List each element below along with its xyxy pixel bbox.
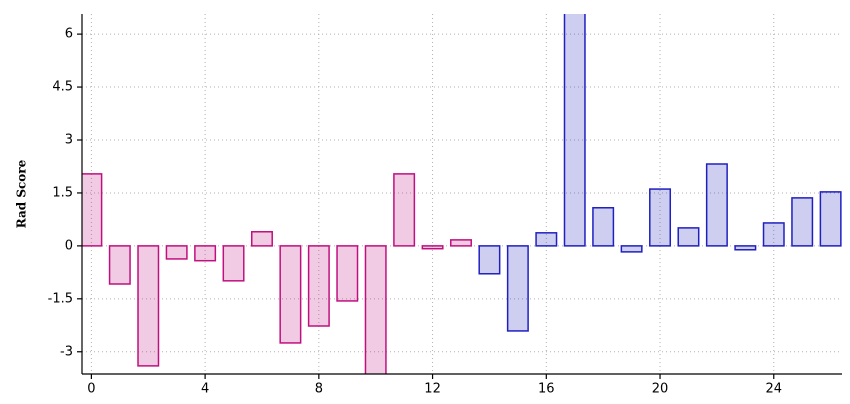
y-tick-label: 6: [65, 27, 73, 42]
bar: [336, 245, 359, 302]
bar: [535, 232, 558, 247]
bar: [279, 245, 302, 344]
bar: [478, 245, 501, 275]
bar: [592, 207, 615, 247]
bar: [108, 245, 131, 285]
bar: [734, 245, 757, 251]
bar: [137, 245, 160, 367]
bar: [421, 245, 444, 250]
bar: [450, 239, 472, 247]
x-tick-label: 4: [201, 382, 209, 397]
y-tick-label: 1.5: [52, 185, 73, 200]
x-tick-label: 24: [765, 382, 782, 397]
bar: [165, 245, 188, 260]
bar: [393, 173, 416, 247]
x-tick-label: 8: [315, 382, 323, 397]
y-tick-label: -1.5: [48, 291, 73, 306]
x-tick-label: 0: [87, 382, 95, 397]
bar: [82, 173, 103, 247]
y-axis-label: Rad Score: [15, 159, 29, 228]
bar: [307, 245, 330, 327]
y-tick-label: 4.5: [52, 80, 73, 95]
y-tick-label: -3: [60, 344, 73, 359]
y-tick-label: 0: [65, 238, 73, 253]
bar: [791, 197, 814, 247]
bar: [563, 14, 586, 247]
bar: [506, 245, 529, 332]
bar: [762, 222, 785, 247]
y-tick-label: 3: [65, 133, 73, 148]
bar: [194, 245, 217, 262]
bar: [649, 188, 672, 247]
x-tick-label: 20: [652, 382, 669, 397]
x-tick-label: 16: [538, 382, 555, 397]
bar: [250, 231, 273, 247]
grid: [82, 14, 842, 374]
bar: [222, 245, 245, 282]
bar: [705, 163, 728, 247]
bars: [82, 14, 842, 374]
bar: [819, 191, 842, 247]
bar: [364, 245, 387, 374]
bar: [677, 227, 700, 247]
bar: [620, 245, 643, 253]
x-tick-label: 12: [424, 382, 441, 397]
axes: -3 -1.5 0 1.5 3 4.5 6 0 4 8 12 16 20 24: [48, 14, 842, 397]
